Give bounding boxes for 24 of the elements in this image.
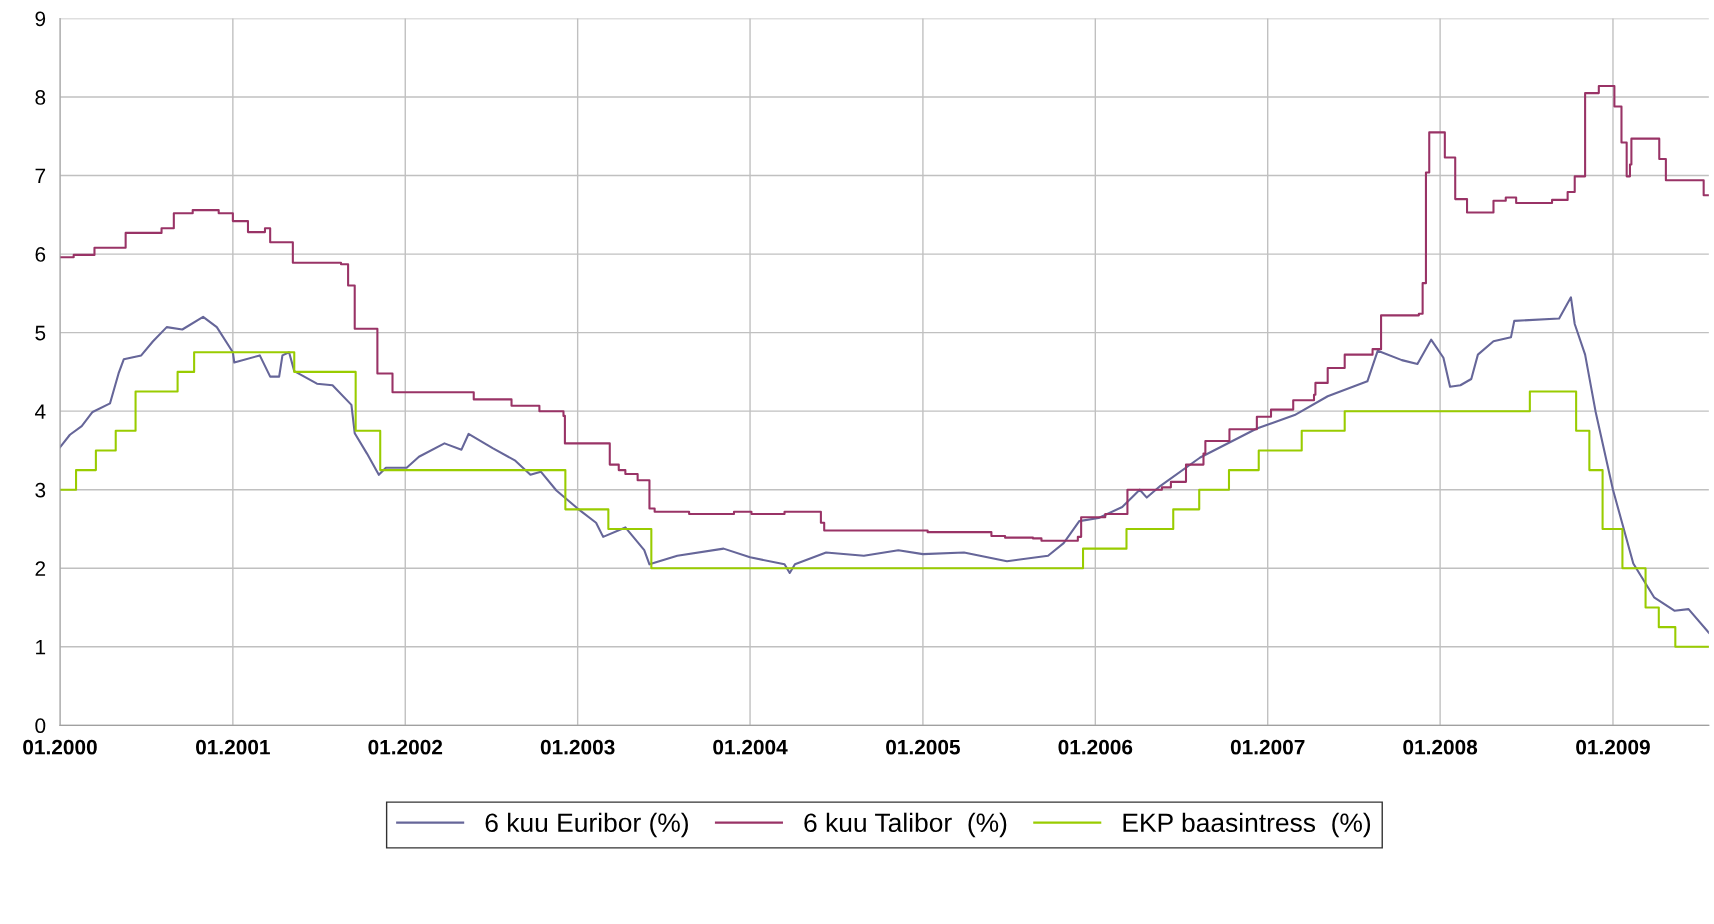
- y-tick-label: 3: [35, 482, 46, 498]
- legend-label: EKP baasintress (%): [1123, 812, 1371, 838]
- y-tick-label: 6: [35, 247, 46, 262]
- x-tick-label: 01.2001: [196, 739, 270, 755]
- y-tick-label: 1: [36, 640, 46, 655]
- y-tick-label: 4: [34, 404, 46, 419]
- x-tick-label: 01.2000: [23, 739, 97, 755]
- x-tick-label: 01.2006: [1058, 739, 1133, 755]
- x-tick-label: 01.2002: [368, 739, 443, 755]
- x-tick-label: 01.2005: [886, 739, 960, 755]
- x-tick-label: 01.2004: [713, 739, 788, 755]
- y-tick-label: 7: [35, 168, 46, 184]
- x-tick-label: 01.2003: [540, 739, 615, 755]
- y-tick-label: 2: [35, 561, 46, 576]
- x-tick-label: 01.2007: [1230, 739, 1305, 755]
- legend-label: 6 kuu Euribor (%): [485, 812, 688, 838]
- legend-label: 6 kuu Talibor (%): [804, 812, 1007, 838]
- y-tick-label: 8: [35, 90, 46, 105]
- x-tick-label: 01.2008: [1403, 739, 1478, 755]
- x-tick-label: 01.2009: [1576, 739, 1650, 755]
- y-tick-label: 5: [35, 325, 46, 341]
- y-tick-label: 9: [35, 11, 46, 27]
- y-tick-label: 0: [35, 718, 46, 734]
- line-series: [59, 296, 1709, 634]
